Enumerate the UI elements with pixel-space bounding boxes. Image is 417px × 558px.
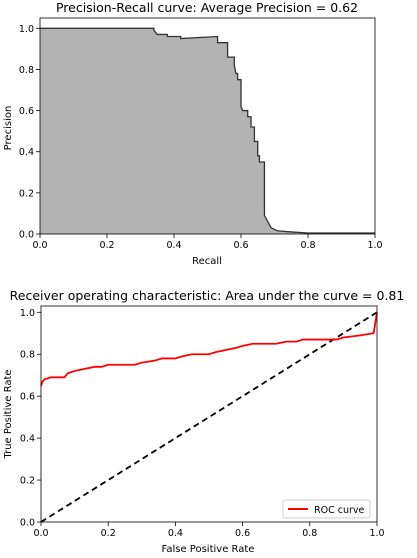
roc-curve-line — [40, 312, 378, 387]
pr-y-axis-label: Precision — [3, 106, 14, 151]
roc-y-tick-label: 0.6 — [20, 392, 35, 403]
roc-diagonal-line — [40, 311, 378, 523]
pr-x-tick-label: 1.0 — [367, 240, 382, 251]
pr-y-tick-label: 0.0 — [19, 230, 34, 241]
pr-y-tick-label: 0.8 — [19, 65, 34, 76]
roc-x-tick-label: 0.6 — [235, 528, 250, 539]
pr-x-axis-label: Recall — [192, 256, 222, 267]
roc-y-axis-label: True Positive Rate — [3, 369, 14, 459]
roc-y-tick-label: 1.0 — [20, 308, 35, 319]
roc-x-axis-label: False Positive Rate — [162, 544, 255, 555]
pr-area-fill — [40, 28, 375, 234]
pr-x-tick-label: 0.4 — [166, 240, 181, 251]
legend-box — [282, 499, 371, 519]
precision-recall-chart: Precision-Recall curve: Average Precisio… — [3, 0, 383, 267]
roc-chart-title: Receiver operating characteristic: Area … — [10, 288, 405, 303]
roc-x-tick-label: 1.0 — [369, 528, 384, 539]
pr-chart-title: Precision-Recall curve: Average Precisio… — [56, 0, 358, 15]
roc-y-tick-label: 0.2 — [20, 476, 35, 487]
pr-plot-area: 0.0 0.2 0.4 0.6 0.8 1.0 0.0 0.2 0.4 0.6 0.8 1.0 — [19, 17, 383, 251]
pr-x-tick-label: 0.8 — [300, 240, 315, 251]
pr-x-tick-label: 0.2 — [99, 240, 114, 251]
pr-curve-line — [40, 27, 375, 234]
roc-chart: Receiver operating characteristic: Area … — [3, 288, 404, 555]
pr-y-tick-label: 0.2 — [19, 188, 34, 199]
roc-legend: ROC curve — [282, 499, 371, 519]
roc-y-tick-label: 0.8 — [20, 350, 35, 361]
pr-x-tick-label: 0.0 — [32, 240, 47, 251]
pr-x-tick-label: 0.6 — [233, 240, 248, 251]
pr-y-tick-label: 0.4 — [19, 147, 34, 158]
roc-axes-frame — [40, 305, 378, 523]
roc-x-tick-label: 0.8 — [302, 528, 317, 539]
pr-y-tick-label: 0.6 — [19, 106, 34, 117]
pr-axes-frame — [39, 17, 376, 235]
roc-plot-area: 0.0 0.2 0.4 0.6 0.8 1.0 0.0 0.2 0.4 0.6 0.8 1.0 — [20, 305, 385, 539]
legend-label-roc-curve: ROC curve — [314, 505, 365, 516]
roc-x-tick-label: 0.4 — [168, 528, 183, 539]
roc-y-tick-label: 0.4 — [20, 434, 35, 445]
roc-y-tick-label: 0.0 — [20, 518, 35, 529]
roc-plot-background — [41, 306, 377, 522]
roc-x-tick-label: 0.2 — [101, 528, 116, 539]
roc-x-tick-label: 0.0 — [33, 528, 48, 539]
pr-y-tick-label: 1.0 — [19, 24, 34, 35]
